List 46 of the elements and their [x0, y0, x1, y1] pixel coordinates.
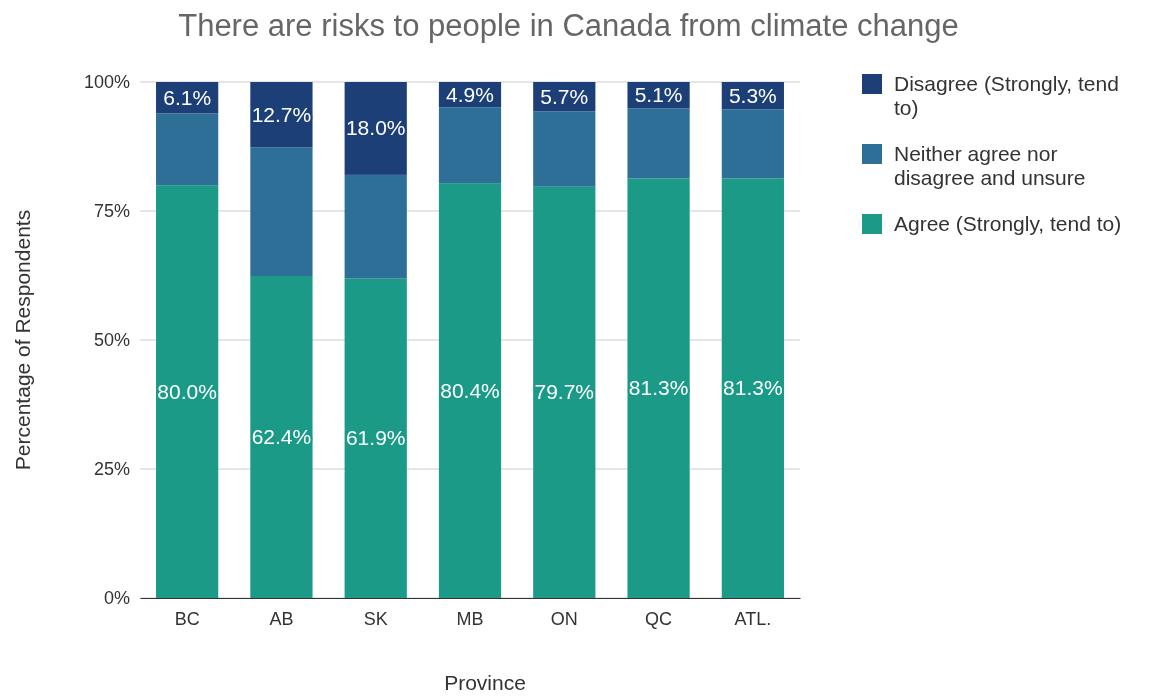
bar: [156, 185, 219, 598]
y-tick-label: 25%: [93, 459, 130, 480]
legend-label: Agree (Strongly, tend to): [894, 212, 1122, 235]
y-tick-label: 100%: [83, 72, 130, 93]
bar: [250, 147, 313, 277]
data-label: 18.0%: [345, 116, 406, 140]
legend-label: Neither agree nor disagree and unsure: [894, 142, 1086, 189]
bar: [156, 113, 219, 186]
bar: [438, 107, 502, 184]
data-label: 4.9%: [446, 82, 494, 106]
data-label: 6.1%: [163, 85, 212, 109]
data-label: 12.7%: [251, 102, 312, 126]
y-tick-label: 0%: [103, 588, 130, 609]
y-tick-label: 75%: [93, 201, 130, 222]
data-label: 79.7%: [534, 380, 595, 404]
bar: [627, 178, 690, 598]
x-tick-label: BC: [174, 608, 200, 629]
bar: [721, 109, 784, 179]
bar: [721, 178, 784, 598]
x-tick-label: SK: [363, 608, 388, 629]
y-tick-label: 50%: [93, 330, 130, 351]
data-label: 80.0%: [157, 379, 217, 403]
x-tick-label: MB: [456, 608, 484, 629]
y-axis-title: Percentage of Respondents: [11, 209, 34, 471]
bar: [344, 278, 407, 598]
chart-title: There are risks to people in Canada from climate change: [178, 8, 959, 43]
data-label: 81.3%: [723, 376, 783, 400]
bar: [438, 183, 502, 598]
data-label: 5.3%: [728, 83, 777, 107]
bar: [533, 111, 596, 187]
data-label: 5.1%: [634, 83, 683, 107]
data-label: 5.7%: [540, 84, 589, 108]
data-label: 81.3%: [628, 376, 689, 400]
data-label: 62.4%: [251, 425, 312, 449]
x-tick-label: QC: [645, 608, 673, 629]
x-axis-title: Province: [444, 671, 526, 694]
bar: [627, 108, 690, 179]
x-tick-label: ATL.: [734, 608, 772, 629]
x-tick-label: ON: [550, 608, 578, 629]
bar: [344, 174, 407, 279]
x-tick-label: AB: [269, 608, 294, 629]
data-label: 80.4%: [440, 378, 500, 402]
bar: [250, 276, 313, 598]
bar: [533, 186, 596, 598]
data-label: 61.9%: [345, 426, 406, 450]
legend-label: Disagree (Strongly, tend to): [894, 72, 1119, 119]
